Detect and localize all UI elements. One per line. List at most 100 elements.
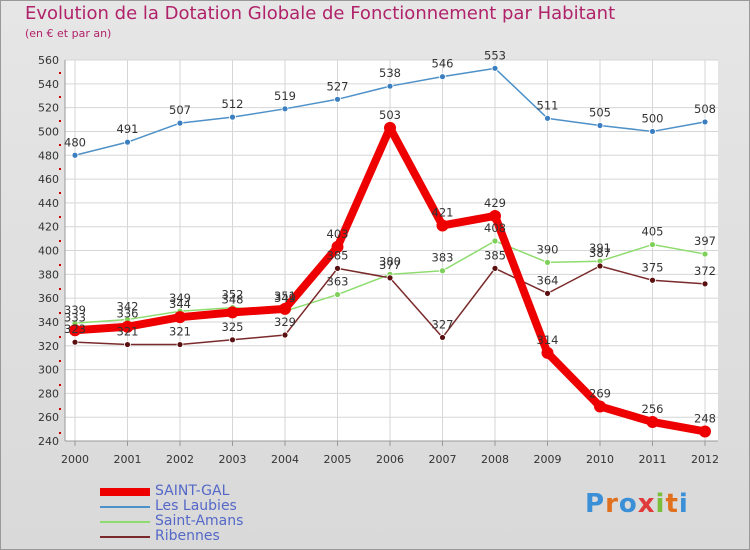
data-point bbox=[334, 291, 341, 298]
y-tick-label: 500 bbox=[38, 125, 59, 138]
data-label: 327 bbox=[432, 317, 454, 331]
x-tick-label: 2008 bbox=[481, 453, 509, 466]
y-tick-label: 240 bbox=[38, 435, 59, 448]
data-label: 329 bbox=[274, 315, 296, 329]
legend-swatch bbox=[100, 535, 150, 538]
data-label: 269 bbox=[589, 386, 611, 400]
x-tick-label: 2007 bbox=[429, 453, 457, 466]
proxiti-logo: Proxiti bbox=[585, 489, 689, 519]
y-tick-label: 340 bbox=[38, 316, 59, 329]
data-label: 397 bbox=[694, 234, 716, 248]
data-label: 380 bbox=[379, 254, 401, 268]
x-tick-label: 2003 bbox=[219, 453, 247, 466]
data-label: 377 bbox=[379, 258, 401, 272]
data-point bbox=[281, 105, 289, 113]
legend-label: Saint-Amans bbox=[155, 513, 244, 529]
data-point bbox=[596, 122, 604, 129]
data-point bbox=[491, 237, 499, 245]
data-point bbox=[489, 209, 501, 222]
data-label: 519 bbox=[274, 89, 296, 103]
data-point bbox=[386, 274, 394, 282]
x-tick-label: 2005 bbox=[324, 453, 352, 466]
data-point bbox=[71, 151, 79, 159]
data-point bbox=[646, 415, 659, 428]
x-tick-label: 2004 bbox=[271, 453, 299, 466]
data-point bbox=[71, 338, 79, 346]
data-label: 363 bbox=[327, 275, 349, 289]
data-label: 383 bbox=[432, 251, 454, 265]
legend-swatch bbox=[100, 487, 150, 496]
data-point bbox=[544, 114, 551, 122]
axis-marker bbox=[59, 432, 61, 434]
axis-marker bbox=[59, 192, 61, 194]
data-label: 321 bbox=[117, 325, 139, 339]
legend-item: Ribennes bbox=[100, 529, 243, 544]
data-label: 385 bbox=[484, 248, 506, 262]
data-label: 321 bbox=[169, 325, 191, 339]
y-tick-label: 280 bbox=[38, 387, 59, 400]
legend-label: Ribennes bbox=[155, 528, 220, 544]
data-point bbox=[701, 280, 709, 288]
data-label: 342 bbox=[117, 300, 139, 314]
data-point bbox=[491, 64, 499, 72]
data-point bbox=[544, 289, 551, 297]
legend-label: SAINT-GAL bbox=[155, 483, 230, 499]
data-label: 352 bbox=[222, 288, 244, 302]
y-tick-label: 480 bbox=[38, 149, 59, 162]
data-point bbox=[69, 324, 81, 337]
data-label: 375 bbox=[642, 260, 664, 274]
data-point bbox=[699, 425, 711, 438]
data-label: 480 bbox=[64, 135, 86, 149]
data-label: 429 bbox=[484, 196, 506, 210]
axis-marker bbox=[59, 360, 61, 362]
data-label: 405 bbox=[642, 225, 664, 239]
data-label: 344 bbox=[169, 297, 191, 311]
data-label: 323 bbox=[64, 322, 86, 336]
data-point bbox=[544, 259, 551, 266]
axis-marker bbox=[59, 96, 61, 98]
data-point bbox=[439, 334, 446, 341]
data-label: 314 bbox=[537, 333, 559, 347]
data-label: 512 bbox=[222, 97, 244, 111]
axis-marker bbox=[59, 264, 61, 266]
axis-marker bbox=[59, 384, 61, 386]
data-point bbox=[124, 341, 131, 348]
data-point bbox=[174, 311, 186, 324]
data-label: 364 bbox=[537, 273, 559, 287]
data-label: 336 bbox=[117, 307, 139, 321]
data-point bbox=[331, 240, 344, 253]
data-point bbox=[649, 128, 656, 135]
data-label: 511 bbox=[537, 98, 559, 112]
legend-swatch bbox=[100, 505, 150, 508]
data-point bbox=[541, 346, 554, 359]
data-label: 505 bbox=[589, 105, 611, 119]
y-tick-label: 560 bbox=[38, 54, 59, 67]
axis-marker bbox=[59, 216, 61, 218]
axis-marker bbox=[59, 168, 61, 170]
data-point bbox=[229, 113, 236, 121]
data-point bbox=[649, 241, 656, 248]
axis-marker bbox=[59, 288, 61, 290]
axis-marker bbox=[59, 336, 61, 338]
data-label: 500 bbox=[642, 111, 664, 125]
y-tick-label: 520 bbox=[38, 102, 59, 115]
data-label: 503 bbox=[379, 108, 401, 122]
data-point bbox=[229, 336, 236, 344]
legend-item: SAINT-GAL bbox=[100, 484, 243, 499]
axis-marker bbox=[59, 144, 61, 146]
legend-item: Les Laubies bbox=[100, 499, 243, 514]
data-point bbox=[439, 73, 446, 81]
data-label: 408 bbox=[484, 221, 506, 235]
y-tick-label: 320 bbox=[38, 340, 59, 353]
data-point bbox=[384, 121, 396, 134]
data-label: 391 bbox=[589, 241, 611, 255]
data-label: 348 bbox=[222, 292, 244, 306]
x-tick-label: 2002 bbox=[166, 453, 194, 466]
data-point bbox=[121, 320, 134, 333]
data-label: 491 bbox=[117, 122, 139, 136]
data-label: 351 bbox=[274, 289, 296, 303]
data-point bbox=[226, 306, 239, 319]
axis-marker bbox=[59, 120, 61, 122]
data-point bbox=[491, 264, 499, 272]
